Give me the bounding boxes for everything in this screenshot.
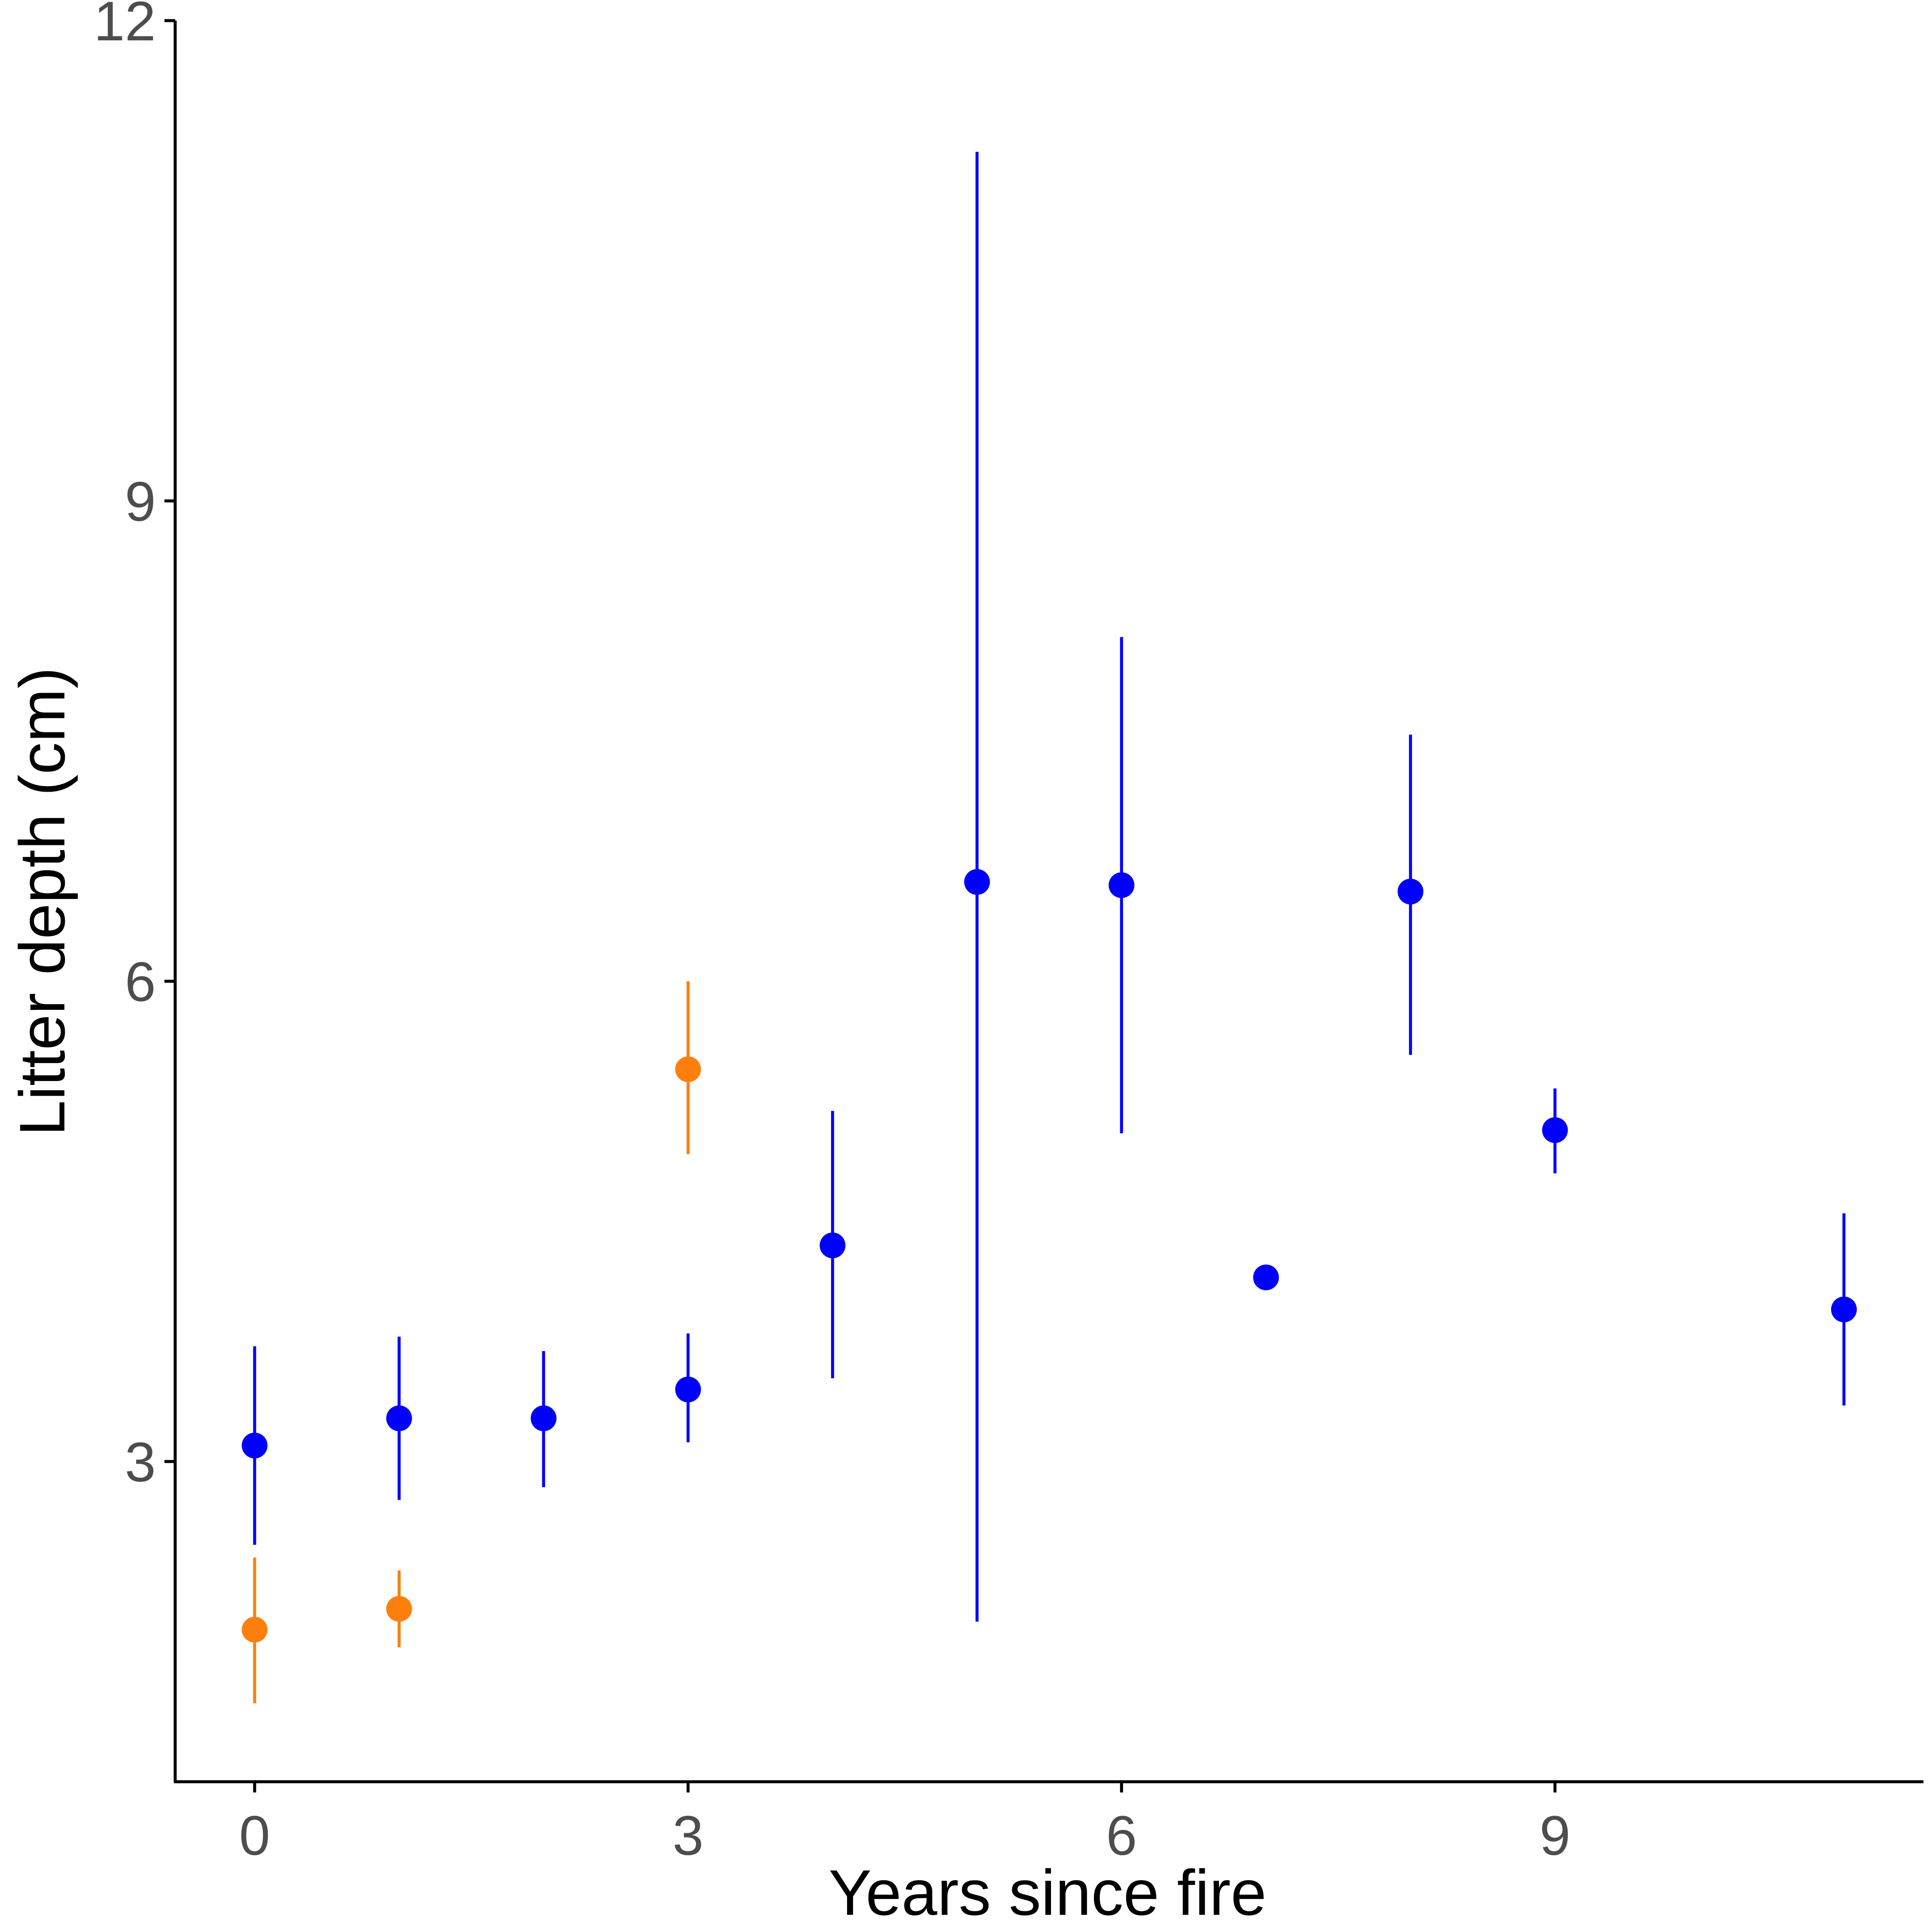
x-tick-label: 9 bbox=[1540, 1804, 1571, 1867]
data-point bbox=[1109, 872, 1135, 898]
y-axis-title: Litter depth (cm) bbox=[6, 667, 78, 1136]
ticks-layer: 0 3 6 9 3 6 9 12 bbox=[94, 0, 1571, 1867]
data-point bbox=[964, 869, 990, 895]
data-point bbox=[675, 1056, 701, 1082]
x-tick-label: 0 bbox=[239, 1804, 270, 1867]
data-point bbox=[531, 1405, 557, 1431]
data-point bbox=[1253, 1264, 1279, 1291]
data-point bbox=[242, 1616, 268, 1643]
series-1 bbox=[242, 981, 701, 1704]
x-tick-label: 3 bbox=[673, 1804, 704, 1867]
data-point bbox=[820, 1232, 846, 1258]
data-point bbox=[386, 1405, 412, 1431]
series-0 bbox=[242, 152, 1857, 1622]
y-tick-label: 6 bbox=[125, 950, 156, 1013]
y-tick-label: 3 bbox=[125, 1431, 156, 1493]
data-point bbox=[1542, 1117, 1568, 1143]
marks-layer bbox=[242, 152, 1857, 1704]
data-point bbox=[1397, 878, 1424, 905]
y-tick-label: 9 bbox=[125, 470, 156, 533]
x-axis-title: Years since fire bbox=[829, 1856, 1267, 1929]
data-point bbox=[1831, 1296, 1857, 1322]
data-point bbox=[675, 1376, 701, 1403]
data-point bbox=[386, 1596, 412, 1622]
y-tick-label: 12 bbox=[94, 0, 156, 52]
data-point bbox=[242, 1432, 268, 1458]
x-tick-label: 6 bbox=[1106, 1804, 1137, 1867]
